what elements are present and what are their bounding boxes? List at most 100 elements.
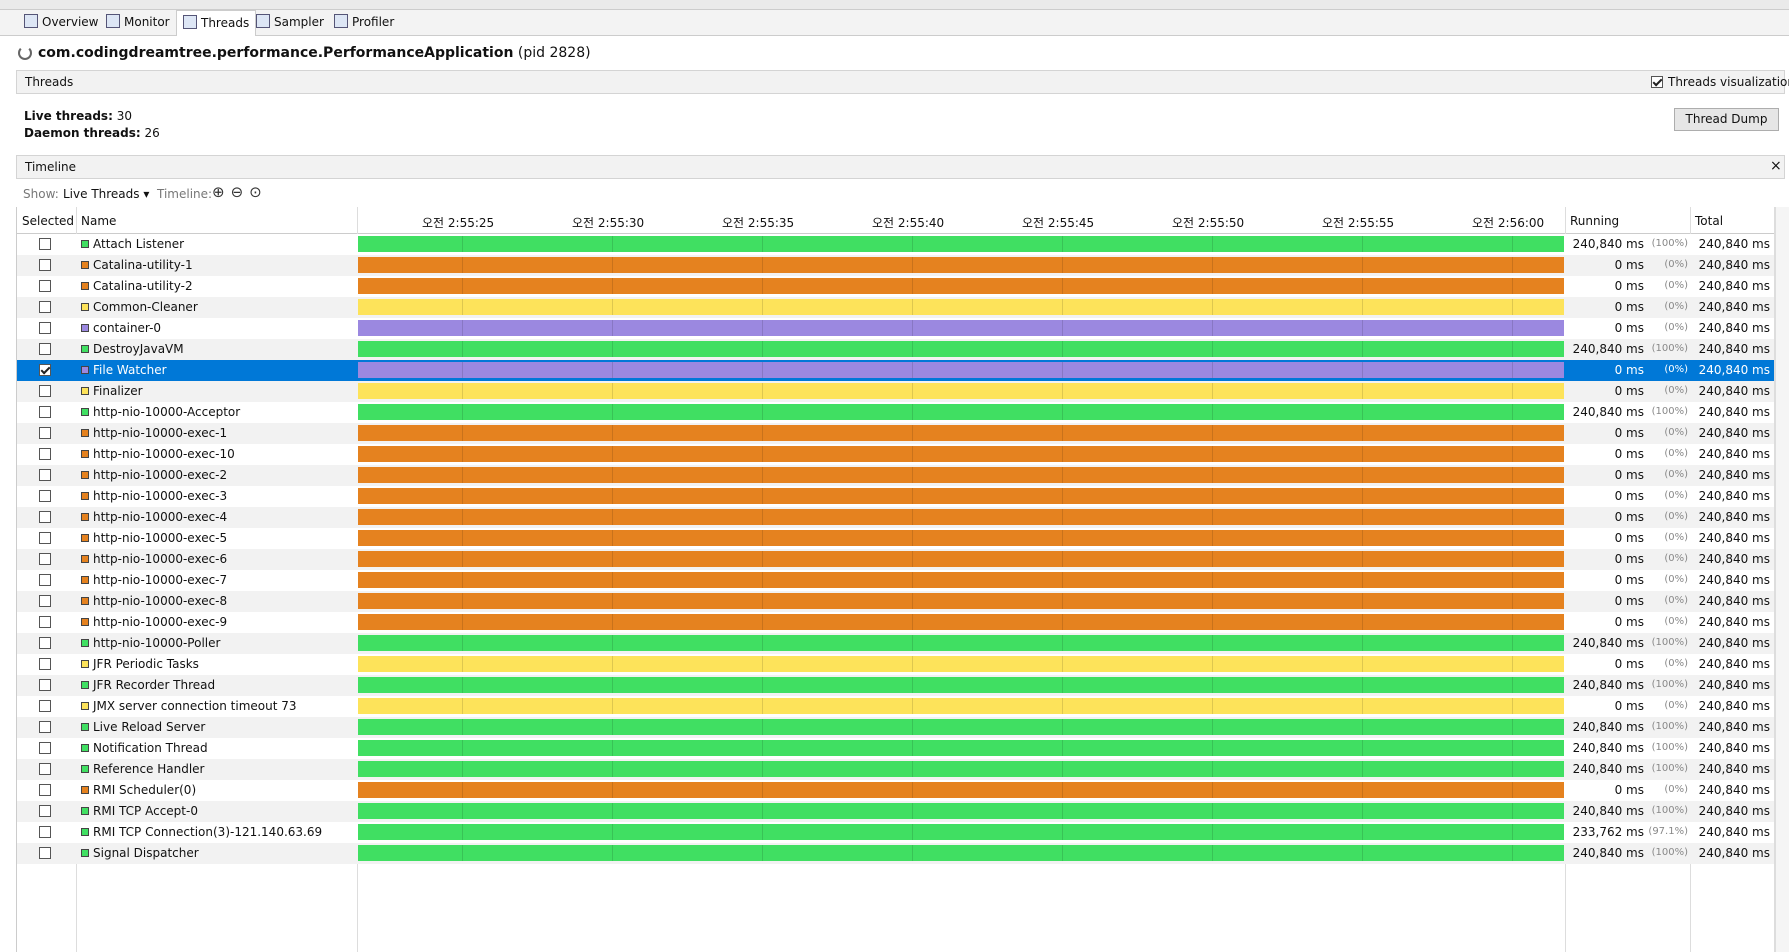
row-checkbox[interactable]: [39, 301, 51, 313]
thread-row[interactable]: http-nio-10000-exec-2 0 ms (0%) 240,840 ms: [17, 465, 1774, 486]
scrollbar[interactable]: [1775, 207, 1789, 952]
row-checkbox[interactable]: [39, 406, 51, 418]
row-checkbox[interactable]: [39, 721, 51, 733]
thread-row[interactable]: container-0 0 ms (0%) 240,840 ms: [17, 318, 1774, 339]
thread-row[interactable]: Common-Cleaner 0 ms (0%) 240,840 ms: [17, 297, 1774, 318]
thread-row[interactable]: Notification Thread 240,840 ms (100%) 240,8…: [17, 738, 1774, 759]
row-checkbox[interactable]: [39, 385, 51, 397]
thread-row[interactable]: JFR Periodic Tasks 0 ms (0%) 240,840 ms: [17, 654, 1774, 675]
state-bar: [358, 425, 1564, 441]
thread-row[interactable]: http-nio-10000-exec-9 0 ms (0%) 240,840 ms: [17, 612, 1774, 633]
thread-row[interactable]: JMX server connection timeout 73 0 ms (0%)…: [17, 696, 1774, 717]
timeline-grid: [762, 530, 763, 546]
timeline-grid: [1512, 320, 1513, 336]
view-tab[interactable]: Profiler: [328, 10, 400, 35]
row-checkbox[interactable]: [39, 595, 51, 607]
total-time: 240,840 ms: [1698, 237, 1770, 251]
view-tab[interactable]: Threads: [176, 10, 257, 36]
thread-dump-button[interactable]: Thread Dump: [1674, 108, 1779, 131]
thread-row[interactable]: RMI Scheduler(0) 0 ms (0%) 240,840 ms: [17, 780, 1774, 801]
row-checkbox[interactable]: [39, 511, 51, 523]
close-button[interactable]: ×: [1770, 158, 1782, 174]
running-time: 240,840 ms: [1572, 636, 1644, 650]
row-checkbox[interactable]: [39, 238, 51, 250]
timeline-grid: [762, 278, 763, 294]
view-tab[interactable]: Monitor: [100, 10, 176, 35]
thread-row[interactable]: Catalina-utility-2 0 ms (0%) 240,840 ms: [17, 276, 1774, 297]
row-checkbox[interactable]: [39, 469, 51, 481]
column-header[interactable]: Name: [81, 214, 117, 228]
thread-row[interactable]: http-nio-10000-exec-7 0 ms (0%) 240,840 ms: [17, 570, 1774, 591]
timeline-grid: [762, 635, 763, 651]
thread-row[interactable]: JFR Recorder Thread 240,840 ms (100%) 240,8…: [17, 675, 1774, 696]
timeline-grid: [612, 341, 613, 357]
thread-row[interactable]: RMI TCP Connection(3)-121.140.63.69 233,7…: [17, 822, 1774, 843]
thread-name: JMX server connection timeout 73: [93, 699, 297, 713]
thread-name: http-nio-10000-exec-8: [93, 594, 228, 608]
state-swatch: [81, 702, 89, 710]
row-checkbox[interactable]: [39, 658, 51, 670]
row-checkbox[interactable]: [39, 763, 51, 775]
timeline-grid: [1212, 278, 1213, 294]
column-header[interactable]: Running: [1570, 214, 1620, 228]
column-header[interactable]: Selected: [22, 214, 75, 228]
view-tab[interactable]: Overview: [18, 10, 105, 35]
total-time: 240,840 ms: [1698, 594, 1770, 608]
timeline-grid: [1212, 698, 1213, 714]
thread-row[interactable]: http-nio-10000-Acceptor 240,840 ms (100%) 2…: [17, 402, 1774, 423]
timeline-grid: [762, 782, 763, 798]
timeline-grid: [912, 572, 913, 588]
row-checkbox[interactable]: [39, 847, 51, 859]
timeline-grid: [762, 845, 763, 861]
thread-row[interactable]: RMI TCP Accept-0 240,840 ms (100%) 240,840 …: [17, 801, 1774, 822]
thread-row[interactable]: http-nio-10000-exec-1 0 ms (0%) 240,840 ms: [17, 423, 1774, 444]
thread-row[interactable]: Reference Handler 240,840 ms (100%) 240,840…: [17, 759, 1774, 780]
row-checkbox[interactable]: [39, 280, 51, 292]
row-checkbox[interactable]: [39, 700, 51, 712]
zoom-buttons[interactable]: ⊕⊖⊙: [212, 183, 268, 201]
thread-row[interactable]: Catalina-utility-1 0 ms (0%) 240,840 ms: [17, 255, 1774, 276]
row-checkbox[interactable]: [39, 427, 51, 439]
timeline-grid: [612, 824, 613, 840]
thread-row[interactable]: http-nio-10000-exec-3 0 ms (0%) 240,840 ms: [17, 486, 1774, 507]
row-checkbox[interactable]: [39, 637, 51, 649]
total-time: 240,840 ms: [1698, 468, 1770, 482]
row-checkbox[interactable]: [39, 259, 51, 271]
view-tab[interactable]: Sampler: [250, 10, 330, 35]
row-checkbox[interactable]: [39, 805, 51, 817]
show-dropdown[interactable]: Live Threads ▾: [63, 187, 150, 201]
thread-row[interactable]: http-nio-10000-Poller 240,840 ms (100%) 240…: [17, 633, 1774, 654]
row-checkbox[interactable]: [39, 553, 51, 565]
row-checkbox[interactable]: [39, 574, 51, 586]
row-checkbox[interactable]: [39, 532, 51, 544]
row-checkbox[interactable]: [39, 826, 51, 838]
thread-row[interactable]: DestroyJavaVM 240,840 ms (100%) 240,840 ms: [17, 339, 1774, 360]
row-checkbox[interactable]: [39, 343, 51, 355]
visualization-checkbox[interactable]: [1651, 76, 1663, 88]
thread-row[interactable]: http-nio-10000-exec-6 0 ms (0%) 240,840 ms: [17, 549, 1774, 570]
thread-row[interactable]: http-nio-10000-exec-5 0 ms (0%) 240,840 ms: [17, 528, 1774, 549]
column-header[interactable]: Total: [1695, 214, 1724, 228]
row-checkbox[interactable]: [39, 742, 51, 754]
row-checkbox[interactable]: [39, 784, 51, 796]
total-time: 240,840 ms: [1698, 426, 1770, 440]
thread-row[interactable]: File Watcher 0 ms (0%) 240,840 ms: [17, 360, 1774, 381]
row-checkbox[interactable]: [39, 364, 51, 376]
row-checkbox[interactable]: [39, 679, 51, 691]
timeline-grid: [912, 278, 913, 294]
timeline-grid: [462, 803, 463, 819]
thread-row[interactable]: http-nio-10000-exec-10 0 ms (0%) 240,840 ms: [17, 444, 1774, 465]
thread-row[interactable]: Signal Dispatcher 240,840 ms (100%) 240,840…: [17, 843, 1774, 864]
thread-row[interactable]: Live Reload Server 240,840 ms (100%) 240,84…: [17, 717, 1774, 738]
timeline-grid: [1512, 530, 1513, 546]
row-checkbox[interactable]: [39, 322, 51, 334]
thread-row[interactable]: Attach Listener 240,840 ms (100%) 240,840 m…: [17, 234, 1774, 255]
thread-row[interactable]: Finalizer 0 ms (0%) 240,840 ms: [17, 381, 1774, 402]
thread-row[interactable]: http-nio-10000-exec-8 0 ms (0%) 240,840 ms: [17, 591, 1774, 612]
row-checkbox[interactable]: [39, 490, 51, 502]
row-checkbox[interactable]: [39, 448, 51, 460]
thread-row[interactable]: http-nio-10000-exec-4 0 ms (0%) 240,840 ms: [17, 507, 1774, 528]
row-checkbox[interactable]: [39, 616, 51, 628]
state-bar: [358, 341, 1564, 357]
state-bar: [358, 362, 1564, 378]
